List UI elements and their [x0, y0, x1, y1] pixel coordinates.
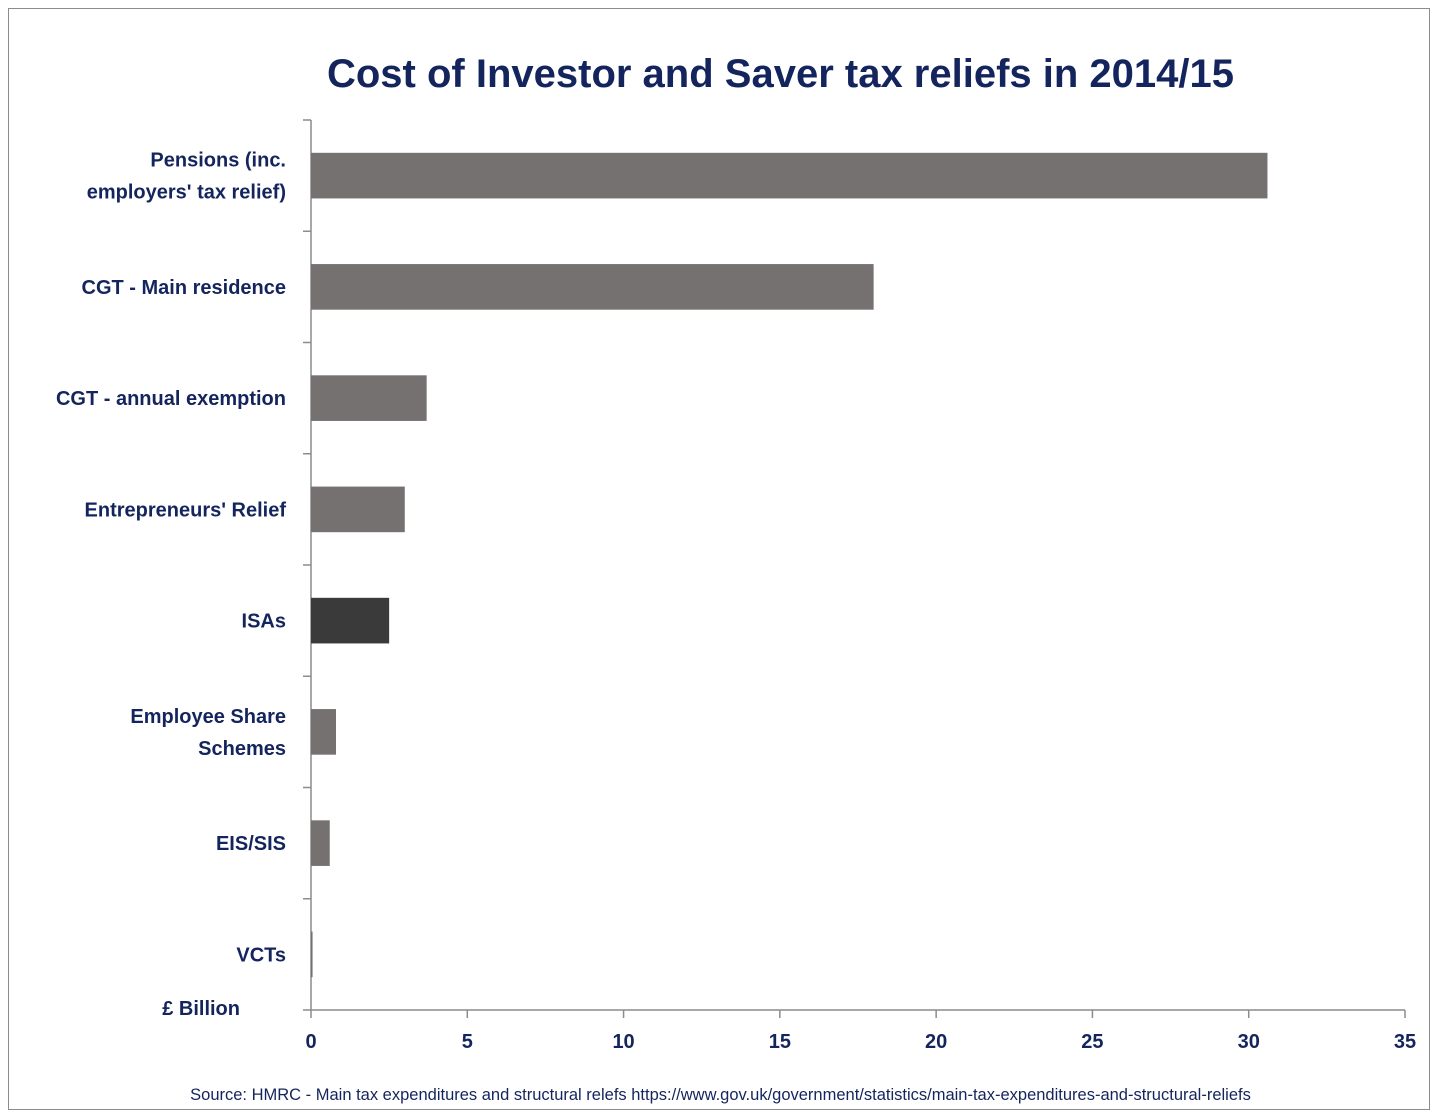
category-label: CGT - annual exemption [56, 388, 286, 410]
category-label: employers' tax relief) [87, 182, 286, 204]
category-label: Schemes [198, 738, 286, 760]
x-tick-label: 20 [925, 1031, 947, 1053]
x-tick-label: 35 [1394, 1031, 1416, 1053]
bar [311, 820, 330, 866]
x-tick-label: 5 [462, 1031, 473, 1053]
category-label: ISAs [242, 611, 286, 633]
x-tick-label: 10 [612, 1031, 634, 1053]
bar [311, 597, 390, 644]
category-label: Employee Share [130, 706, 286, 728]
category-label: Entrepreneurs' Relief [85, 499, 287, 521]
x-tick-label: 15 [769, 1031, 791, 1053]
chart-title: Cost of Investor and Saver tax reliefs i… [326, 52, 1235, 96]
x-axis-unit-label: £ Billion [162, 998, 240, 1020]
category-label: VCTs [236, 944, 286, 966]
bar [311, 152, 1268, 199]
category-label: Pensions (inc. [150, 150, 286, 172]
source-note: Source: HMRC - Main tax expenditures and… [190, 1086, 1251, 1104]
bar [311, 375, 427, 421]
bar [311, 264, 874, 310]
bar [311, 486, 405, 533]
category-label: EIS/SIS [216, 833, 286, 855]
bar [311, 709, 337, 755]
x-tick-label: 25 [1081, 1031, 1103, 1053]
bar [311, 931, 313, 978]
category-label: CGT - Main residence [82, 277, 287, 299]
x-tick-label: 0 [305, 1031, 316, 1053]
x-tick-label: 30 [1238, 1031, 1260, 1053]
